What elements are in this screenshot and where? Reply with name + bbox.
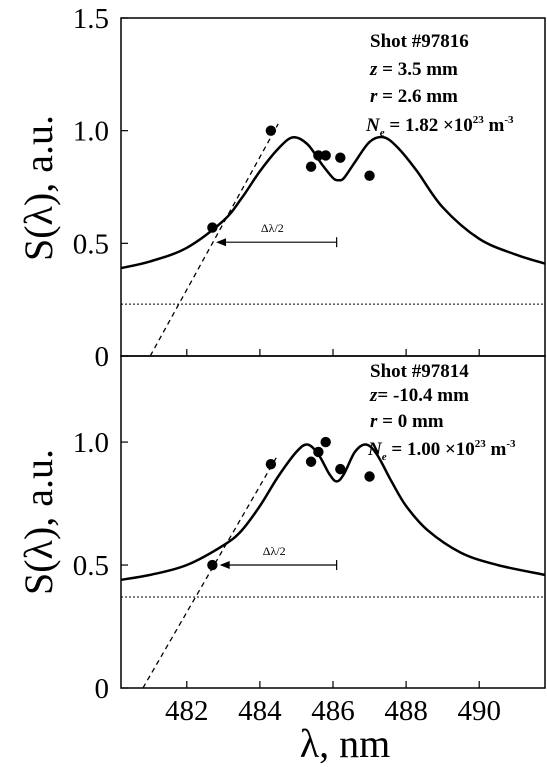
bot-point-4 [320, 436, 331, 448]
bottom-plot-frame [120, 355, 546, 689]
top-x-ticks [186, 349, 480, 356]
top-point-6 [364, 170, 375, 181]
top-delta-label: Δλ/2 [261, 221, 284, 235]
bot-x-tick-label-0: 482 [165, 695, 209, 727]
bot-x-tick-label-4: 490 [457, 695, 501, 727]
bot-x-tick-label-2: 486 [311, 695, 355, 727]
bottom-shot-label: Shot #97814 [370, 361, 469, 382]
top-fit-curve [120, 135, 546, 270]
top-y-axis-label: S(λ), a.u. [16, 115, 61, 261]
top-y-tick-label-0: 0 [95, 341, 110, 373]
top-plot-frame [120, 17, 546, 357]
bottom-ne-label: Ne = 1.00 ×1023 m-3 [367, 438, 516, 463]
top-y-ticks: 0 0.5 1.0 1.5 [73, 3, 128, 373]
top-shot-label: Shot #97816 [370, 31, 469, 52]
top-arrow-head [216, 238, 227, 247]
bottom-half-width-arrow: Δλ/2 [219, 544, 338, 571]
top-y-tick-label-3: 1.5 [73, 3, 109, 35]
bottom-fit-curve [120, 443, 546, 582]
bot-point-6 [364, 471, 375, 482]
bot-point-1 [265, 459, 277, 470]
top-point-3 [313, 150, 324, 161]
top-r-label: r = 2.6 mm [370, 86, 458, 107]
bot-y-tick-label-2: 1.0 [73, 427, 109, 459]
top-y-tick-label-1: 0.5 [73, 228, 109, 260]
bot-x-tick-label-3: 488 [384, 695, 428, 727]
bottom-delta-label: Δλ/2 [263, 544, 286, 558]
top-tangent-line [149, 123, 279, 357]
bottom-arrow-head [219, 561, 230, 570]
top-point-1 [265, 125, 277, 136]
top-point-2 [305, 161, 317, 172]
top-point-4 [320, 150, 331, 161]
bottom-measured-points [207, 436, 375, 571]
bot-y-tick-label-1: 0.5 [73, 550, 109, 582]
top-z-label: z = 3.5 mm [369, 59, 458, 80]
bot-point-5 [335, 463, 346, 475]
bot-y-tick-label-0: 0 [95, 673, 110, 705]
bottom-y-axis-label: S(λ), a.u. [16, 449, 61, 595]
bot-point-3 [313, 446, 324, 458]
bottom-y-ticks: 0 0.5 1.0 [73, 427, 128, 705]
top-measured-points [207, 125, 375, 233]
top-point-5 [335, 152, 346, 163]
top-point-0 [207, 222, 218, 233]
bottom-z-label: z= -10.4 mm [369, 385, 469, 406]
top-panel: 0 0.5 1.0 1.5 Δλ/2 Shot #97816 z = 3.5 mm r… [16, 3, 546, 373]
bot-point-0 [207, 559, 218, 571]
bot-x-tick-label-1: 484 [238, 695, 282, 727]
bottom-r-label: r = 0 mm [370, 411, 444, 432]
top-y-tick-label-2: 1.0 [73, 116, 109, 148]
top-ne-label: Ne = 1.82 ×1023 m-3 [365, 114, 514, 139]
bottom-x-ticks: 482 484 486 488 490 [165, 681, 501, 727]
x-axis-label: λ, nm [300, 721, 391, 766]
bottom-annotations: Shot #97814 z= -10.4 mm r = 0 mm Ne = 1.… [367, 361, 516, 463]
top-half-width-arrow: Δλ/2 [216, 221, 338, 248]
top-annotations: Shot #97816 z = 3.5 mm r = 2.6 mm Ne = 1… [365, 31, 514, 139]
bottom-panel: 0 0.5 1.0 482 484 486 488 490 Δλ/2 Shot #97814… [16, 355, 546, 766]
bot-point-2 [305, 456, 317, 467]
